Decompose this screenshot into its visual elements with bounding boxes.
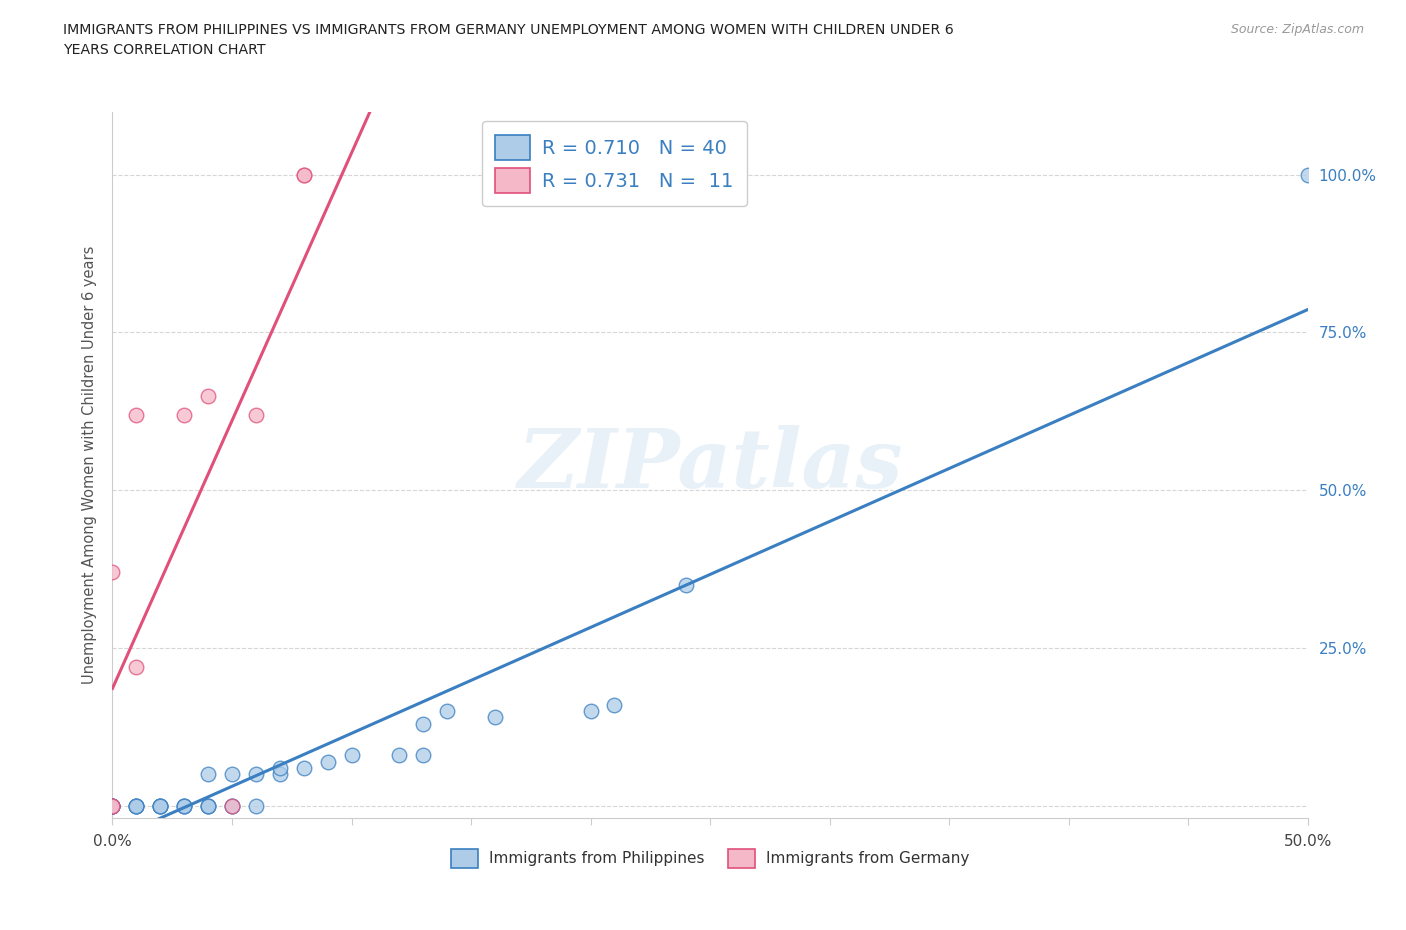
Point: [388, 748, 411, 763]
Point: [245, 766, 267, 781]
Point: [316, 754, 339, 769]
Point: [197, 766, 219, 781]
Point: [221, 766, 243, 781]
Point: [484, 710, 506, 724]
Point: [101, 798, 124, 813]
Point: [101, 798, 124, 813]
Point: [579, 704, 602, 719]
Point: [173, 407, 195, 422]
Y-axis label: Unemployment Among Women with Children Under 6 years: Unemployment Among Women with Children U…: [82, 246, 97, 684]
Point: [603, 698, 626, 712]
Point: [1296, 167, 1319, 182]
Point: [149, 798, 172, 813]
Point: [125, 798, 148, 813]
Text: IMMIGRANTS FROM PHILIPPINES VS IMMIGRANTS FROM GERMANY UNEMPLOYMENT AMONG WOMEN : IMMIGRANTS FROM PHILIPPINES VS IMMIGRANT…: [63, 23, 955, 57]
Point: [245, 407, 267, 422]
Point: [221, 798, 243, 813]
Point: [197, 388, 219, 403]
Point: [125, 659, 148, 674]
Point: [292, 761, 315, 776]
Point: [412, 716, 434, 731]
Point: [221, 798, 243, 813]
Point: [125, 407, 148, 422]
Legend: Immigrants from Philippines, Immigrants from Germany: Immigrants from Philippines, Immigrants …: [444, 843, 976, 874]
Point: [197, 798, 219, 813]
Point: [149, 798, 172, 813]
Point: [340, 748, 363, 763]
Point: [101, 798, 124, 813]
Point: [101, 798, 124, 813]
Point: [173, 798, 195, 813]
Point: [412, 748, 434, 763]
Point: [269, 761, 291, 776]
Point: [173, 798, 195, 813]
Point: [292, 167, 315, 182]
Point: [269, 766, 291, 781]
Point: [125, 798, 148, 813]
Point: [436, 704, 458, 719]
Point: [221, 798, 243, 813]
Point: [101, 798, 124, 813]
Point: [197, 798, 219, 813]
Point: [125, 798, 148, 813]
Point: [197, 798, 219, 813]
Point: [101, 798, 124, 813]
Point: [101, 798, 124, 813]
Point: [675, 578, 697, 592]
Point: [292, 167, 315, 182]
Point: [173, 798, 195, 813]
Point: [149, 798, 172, 813]
Text: Source: ZipAtlas.com: Source: ZipAtlas.com: [1230, 23, 1364, 36]
Point: [101, 565, 124, 579]
Point: [245, 798, 267, 813]
Point: [149, 798, 172, 813]
Point: [125, 798, 148, 813]
Text: ZIPatlas: ZIPatlas: [517, 425, 903, 505]
Point: [101, 798, 124, 813]
